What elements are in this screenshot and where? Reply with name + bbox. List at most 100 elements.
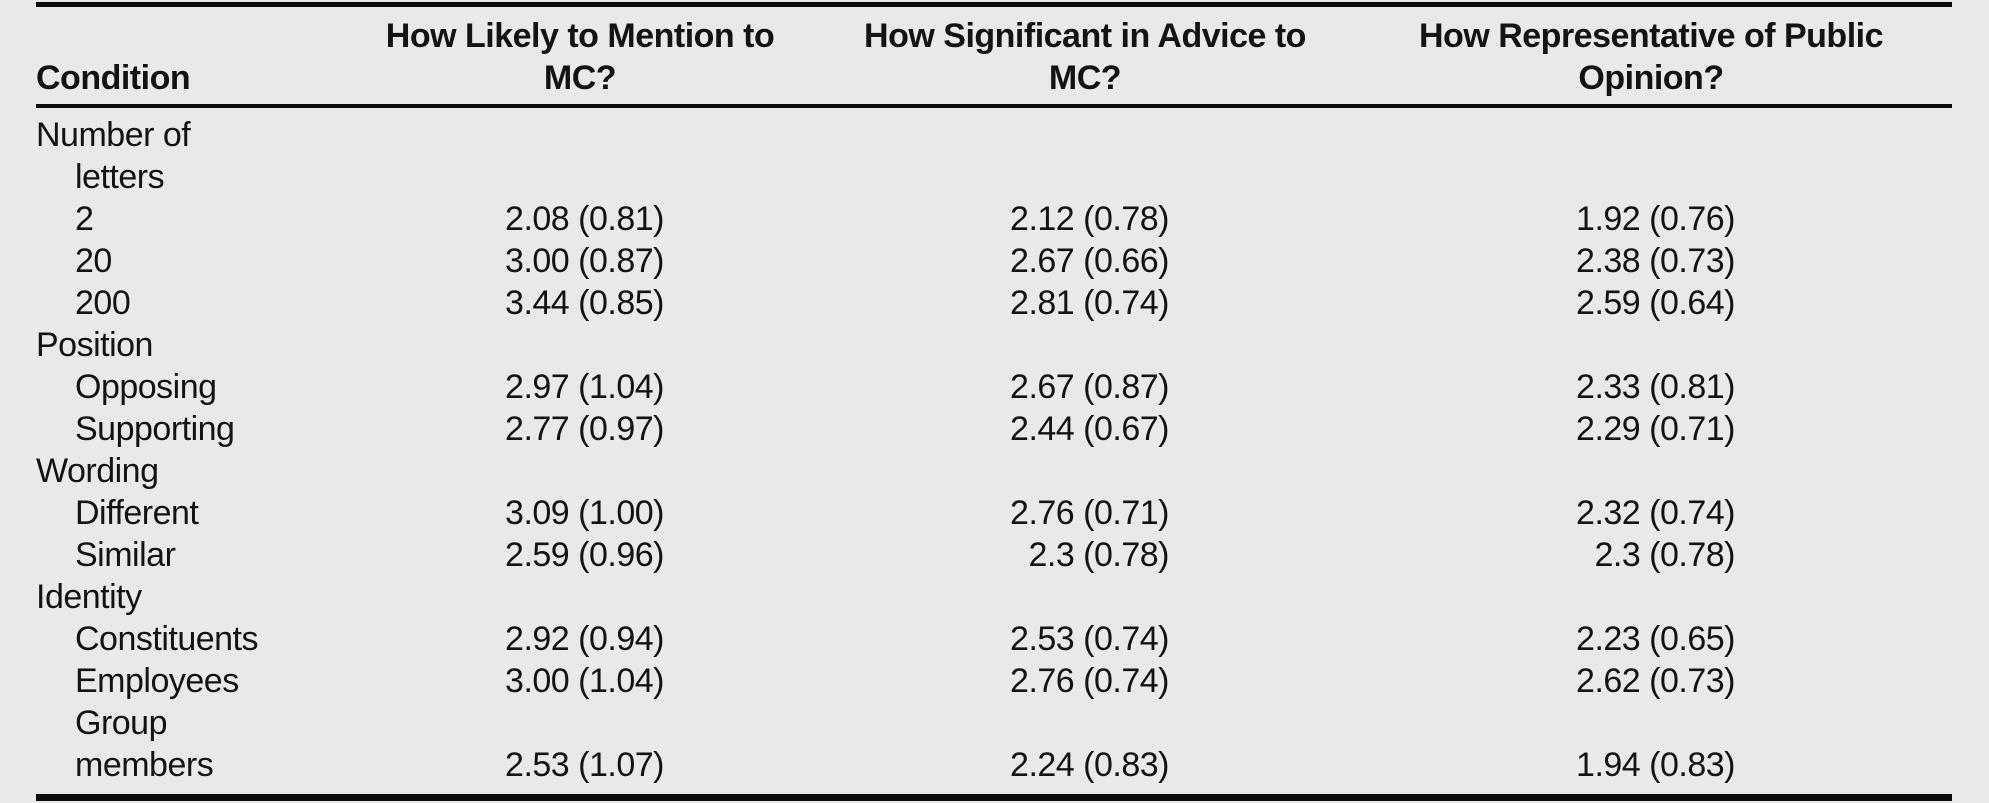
- cell-significant: 2.53 (0.74): [820, 618, 1350, 660]
- group-label: Identity: [36, 576, 1952, 618]
- header-line: How Likely to Mention to: [385, 17, 775, 55]
- cell-representative: 1.94 (0.83): [1350, 702, 1952, 794]
- mean-sd-value: 2.59 (0.64): [1576, 284, 1735, 322]
- data-row-2-letters: 2 2.08 (0.81) 2.12 (0.78) 1.92 (0.76): [36, 198, 1952, 240]
- header-line: How Significant in Advice to: [864, 17, 1306, 55]
- row-label-line: members: [75, 746, 214, 784]
- cell-representative: 2.3 (0.78): [1350, 534, 1952, 576]
- mean-sd-value: 2.33 (0.81): [1576, 368, 1735, 406]
- mean-sd-value: 3.00 (1.04): [505, 662, 664, 700]
- row-label: Opposing: [75, 368, 217, 406]
- row-label: Employees: [75, 662, 239, 700]
- cell-significant: 2.12 (0.78): [820, 198, 1350, 240]
- mean-sd-value: 2.77 (0.97): [505, 410, 664, 448]
- condition-ratings-table: Condition How Likely to Mention to MC? H…: [36, 7, 1952, 794]
- header-row: Condition How Likely to Mention to MC? H…: [36, 7, 1952, 108]
- mean-sd-value: 2.97 (1.04): [505, 368, 664, 406]
- cell-representative: 2.29 (0.71): [1350, 408, 1952, 450]
- mean-sd-value: 2.76 (0.71): [1010, 494, 1169, 532]
- mean-sd-value: 3.09 (1.00): [505, 494, 664, 532]
- group-row-wording: Wording: [36, 450, 1952, 492]
- mean-sd-value: 2.23 (0.65): [1576, 620, 1735, 658]
- cell-mention: 2.59 (0.96): [340, 534, 820, 576]
- data-row-similar: Similar 2.59 (0.96) 2.3 (0.78) 2.3 (0.78…: [36, 534, 1952, 576]
- cell-mention: 2.08 (0.81): [340, 198, 820, 240]
- stats-table: Condition How Likely to Mention to MC? H…: [36, 2, 1952, 801]
- row-label: 200: [75, 284, 131, 322]
- data-row-group-members: Group members 2.53 (1.07) 2.24 (0.83) 1.…: [36, 702, 1952, 794]
- cell-representative: 2.59 (0.64): [1350, 282, 1952, 324]
- cell-significant: 2.24 (0.83): [820, 702, 1350, 794]
- cell-significant: 2.76 (0.71): [820, 492, 1350, 534]
- mean-sd-value: 2.67 (0.66): [1010, 242, 1169, 280]
- cell-representative: 2.38 (0.73): [1350, 240, 1952, 282]
- column-header-significant-in-advice: How Significant in Advice to MC?: [820, 7, 1350, 108]
- cell-significant: 2.3 (0.78): [820, 534, 1350, 576]
- cell-representative: 2.62 (0.73): [1350, 660, 1952, 702]
- data-row-20-letters: 20 3.00 (0.87) 2.67 (0.66) 2.38 (0.73): [36, 240, 1952, 282]
- column-header-representative-of-public-opinion: How Representative of Public Opinion?: [1350, 7, 1952, 108]
- group-label-line: Identity: [36, 578, 142, 616]
- cell-mention: 3.09 (1.00): [340, 492, 820, 534]
- row-label: Different: [75, 494, 199, 532]
- group-row-number-of-letters: Number of letters: [36, 106, 1952, 198]
- mean-sd-value: 2.38 (0.73): [1576, 242, 1735, 280]
- cell-significant: 2.44 (0.67): [820, 408, 1350, 450]
- cell-mention: 3.00 (1.04): [340, 660, 820, 702]
- mean-sd-value: 3.44 (0.85): [505, 284, 664, 322]
- cell-mention: 2.97 (1.04): [340, 366, 820, 408]
- mean-sd-value: 2.53 (0.74): [1010, 620, 1169, 658]
- row-label: Supporting: [75, 410, 235, 448]
- cell-representative: 2.23 (0.65): [1350, 618, 1952, 660]
- cell-mention: 2.53 (1.07): [340, 702, 820, 794]
- mean-sd-value: 2.12 (0.78): [1010, 200, 1169, 238]
- group-row-position: Position: [36, 324, 1952, 366]
- row-label: Constituents: [75, 620, 259, 658]
- data-row-constituents: Constituents 2.92 (0.94) 2.53 (0.74) 2.2…: [36, 618, 1952, 660]
- header-line: MC?: [543, 59, 617, 97]
- row-label: 2: [75, 200, 94, 238]
- mean-sd-value: 3.00 (0.87): [505, 242, 664, 280]
- mean-sd-value: 2.76 (0.74): [1010, 662, 1169, 700]
- mean-sd-value: 2.44 (0.67): [1010, 410, 1169, 448]
- mean-sd-value: 2.08 (0.81): [505, 200, 664, 238]
- cell-mention: 3.00 (0.87): [340, 240, 820, 282]
- cell-significant: 2.81 (0.74): [820, 282, 1350, 324]
- row-label-line: Group: [75, 704, 168, 742]
- mean-sd-value: 2.53 (1.07): [505, 746, 664, 784]
- mean-sd-value: 2.29 (0.71): [1576, 410, 1735, 448]
- group-label-line: Position: [36, 326, 153, 364]
- mean-sd-value: 2.92 (0.94): [505, 620, 664, 658]
- cell-mention: 3.44 (0.85): [340, 282, 820, 324]
- group-label-line: letters: [75, 158, 165, 196]
- mean-sd-value: 1.92 (0.76): [1576, 200, 1735, 238]
- cell-significant: 2.67 (0.87): [820, 366, 1350, 408]
- column-header-likely-to-mention: How Likely to Mention to MC?: [340, 7, 820, 108]
- mean-sd-value: 2.59 (0.96): [505, 536, 664, 574]
- data-row-200-letters: 200 3.44 (0.85) 2.81 (0.74) 2.59 (0.64): [36, 282, 1952, 324]
- data-row-different: Different 3.09 (1.00) 2.76 (0.71) 2.32 (…: [36, 492, 1952, 534]
- header-line: How Representative of Public: [1419, 17, 1884, 55]
- header-line: Opinion?: [1578, 59, 1724, 97]
- mean-sd-value: 2.67 (0.87): [1010, 368, 1169, 406]
- column-header-condition: Condition: [36, 7, 340, 108]
- group-row-identity: Identity: [36, 576, 1952, 618]
- cell-mention: 2.92 (0.94): [340, 618, 820, 660]
- mean-sd-value: 2.3 (0.78): [1028, 536, 1169, 574]
- group-label: Wording: [36, 450, 1952, 492]
- mean-sd-value: 2.62 (0.73): [1576, 662, 1735, 700]
- group-label-line: Number of: [36, 116, 191, 154]
- mean-sd-value: 1.94 (0.83): [1576, 746, 1735, 784]
- row-label: 20: [75, 242, 112, 280]
- cell-mention: 2.77 (0.97): [340, 408, 820, 450]
- group-label-line: Wording: [36, 452, 159, 490]
- group-label: Position: [36, 324, 1952, 366]
- group-label: Number of letters: [36, 106, 1952, 198]
- data-row-supporting: Supporting 2.77 (0.97) 2.44 (0.67) 2.29 …: [36, 408, 1952, 450]
- mean-sd-value: 2.32 (0.74): [1576, 494, 1735, 532]
- row-label: Group members: [36, 702, 340, 794]
- mean-sd-value: 2.81 (0.74): [1010, 284, 1169, 322]
- cell-representative: 2.33 (0.81): [1350, 366, 1952, 408]
- cell-representative: 1.92 (0.76): [1350, 198, 1952, 240]
- cell-significant: 2.76 (0.74): [820, 660, 1350, 702]
